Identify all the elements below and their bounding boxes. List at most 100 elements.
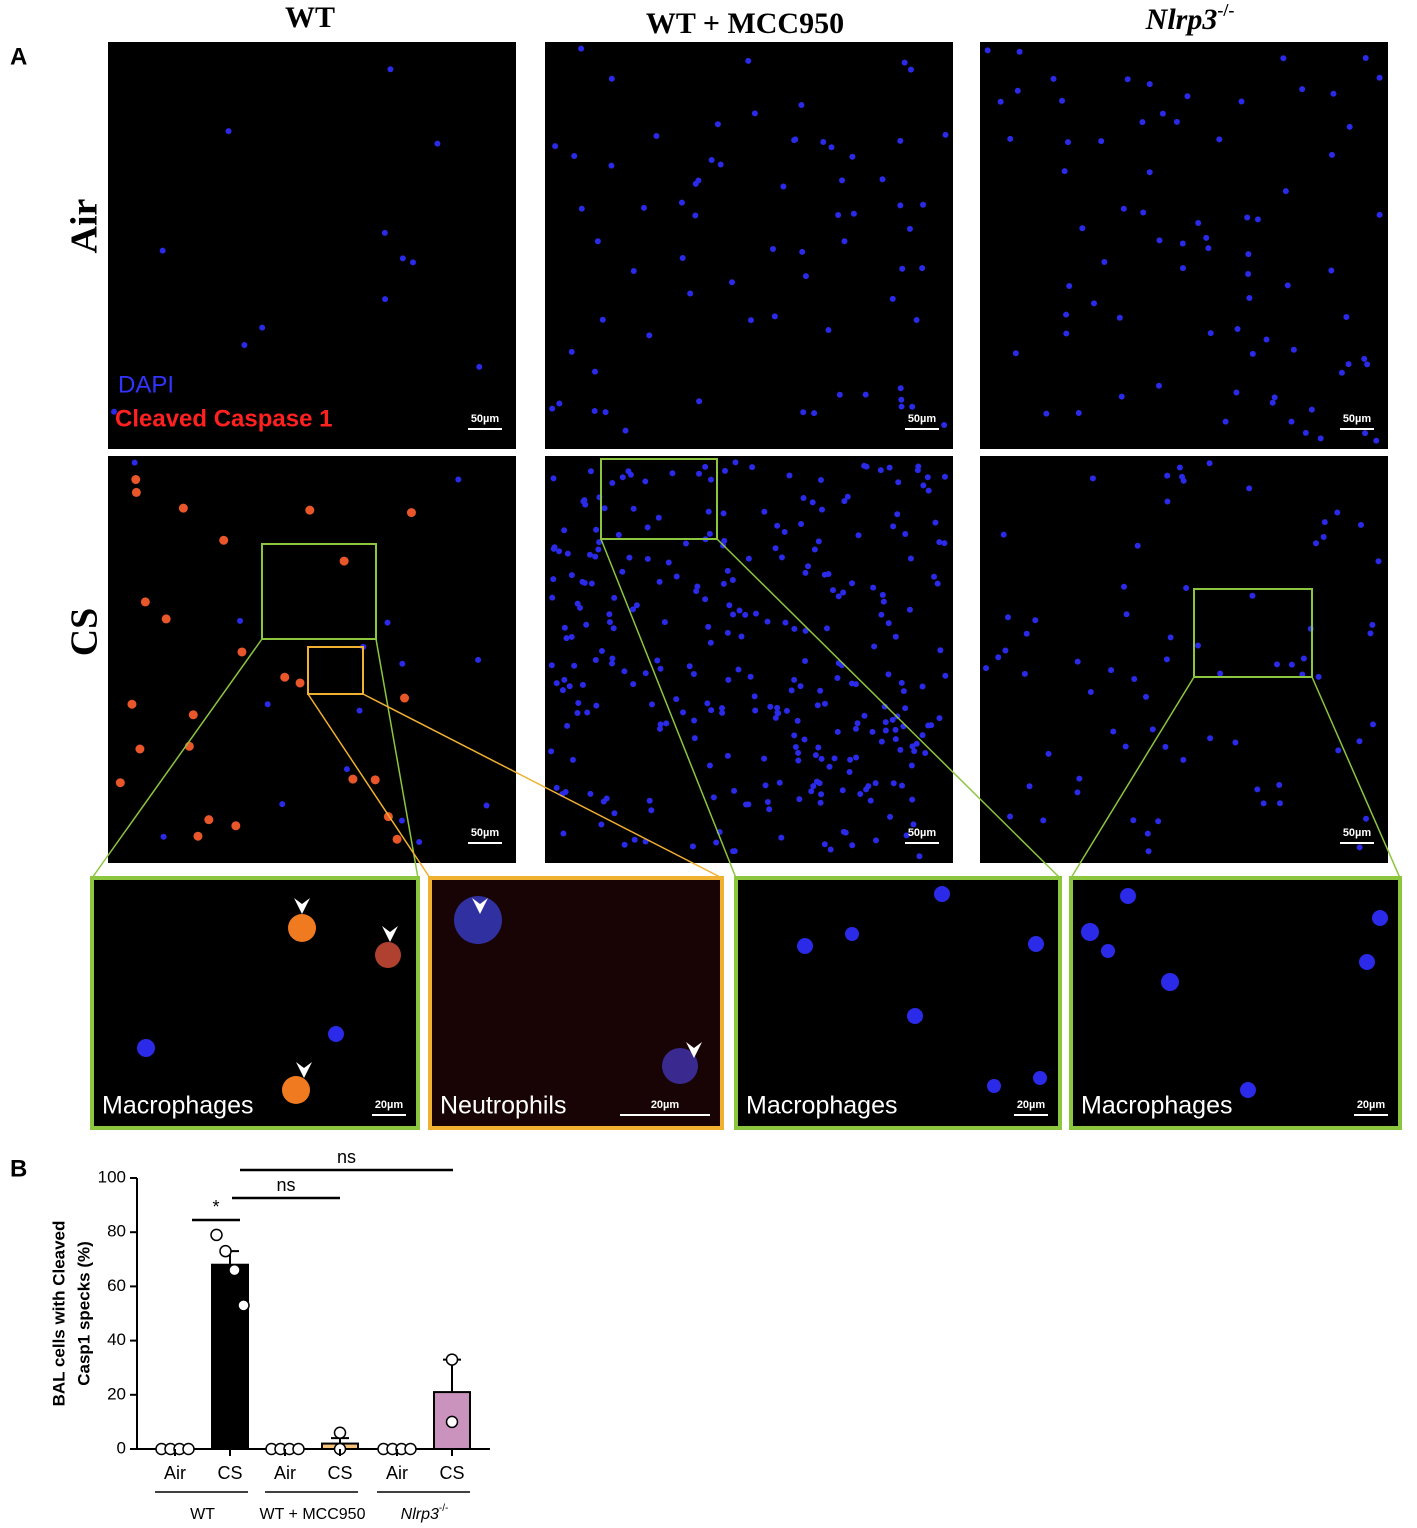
cell	[398, 817, 405, 824]
cell	[1195, 219, 1202, 226]
cell	[593, 526, 600, 533]
cell	[1045, 750, 1052, 757]
cell	[1276, 800, 1283, 807]
cell	[913, 740, 920, 747]
cell	[911, 748, 918, 755]
cell	[370, 775, 380, 785]
cell	[879, 176, 886, 183]
cell	[882, 719, 889, 726]
cell	[942, 672, 949, 679]
cell	[475, 656, 482, 663]
cell	[204, 815, 214, 825]
cell	[392, 834, 402, 844]
cell	[159, 247, 166, 254]
cell	[724, 629, 731, 636]
cell	[574, 600, 581, 607]
cell	[919, 265, 926, 272]
group-label: WT	[190, 1506, 215, 1523]
cell	[751, 693, 758, 700]
cell	[630, 606, 637, 613]
cell	[900, 688, 907, 695]
cell	[694, 583, 701, 590]
cell	[1362, 54, 1369, 61]
cell	[892, 633, 899, 640]
cell	[1155, 818, 1162, 825]
cell	[1074, 789, 1081, 796]
cell	[1369, 621, 1376, 628]
cell	[1338, 369, 1345, 376]
cell	[997, 98, 1004, 105]
cell	[1334, 509, 1341, 516]
cell	[1276, 781, 1283, 788]
cell	[914, 467, 921, 474]
cell	[849, 842, 856, 849]
zoom-box	[600, 458, 718, 540]
cell	[1375, 558, 1382, 565]
cell	[1273, 661, 1280, 668]
cell	[1124, 76, 1131, 83]
cell	[776, 779, 783, 786]
cell	[679, 255, 686, 262]
cell	[795, 757, 802, 764]
cell	[1254, 786, 1261, 793]
cell	[1233, 389, 1240, 396]
cell	[796, 796, 803, 803]
cell	[792, 744, 799, 751]
group-label: Nlrp3-/-	[401, 1503, 449, 1524]
cell	[609, 660, 616, 667]
cell	[598, 648, 605, 655]
cell	[934, 886, 950, 902]
cell	[897, 202, 904, 209]
cell	[745, 555, 752, 562]
cell	[654, 657, 661, 664]
cell	[747, 317, 754, 324]
cell	[1079, 225, 1086, 232]
cell	[849, 580, 856, 587]
cell	[861, 712, 868, 719]
cell	[161, 614, 171, 624]
cell	[1144, 830, 1151, 837]
zoom-box	[261, 543, 377, 640]
cell	[581, 497, 588, 504]
cell	[1065, 139, 1071, 146]
inset	[90, 876, 420, 1130]
cell	[348, 774, 358, 784]
cell	[611, 810, 618, 817]
cell	[984, 47, 991, 54]
cell	[802, 627, 809, 634]
cell	[770, 245, 777, 252]
cell	[800, 494, 807, 501]
y-tick-label: 0	[117, 1438, 126, 1457]
cell	[693, 588, 700, 595]
cell	[892, 736, 899, 743]
cell	[840, 828, 847, 835]
cell	[909, 403, 916, 410]
zoom-line	[362, 693, 723, 879]
cell	[732, 459, 739, 466]
cell	[791, 676, 798, 683]
cell	[1063, 330, 1070, 337]
cell	[831, 755, 838, 762]
inset-label: Macrophages	[102, 1092, 253, 1120]
cell	[885, 671, 892, 678]
cell	[609, 655, 616, 662]
cell	[648, 807, 655, 814]
cell	[704, 700, 711, 707]
cell	[564, 550, 571, 557]
scale-bar-label: 20µm	[1357, 1099, 1386, 1111]
cell	[841, 498, 848, 505]
cell	[1217, 670, 1224, 677]
cell	[553, 680, 560, 687]
cell	[1101, 258, 1108, 265]
cell	[906, 225, 913, 232]
cell	[400, 693, 410, 703]
column-header: WT	[285, 1, 335, 34]
cell	[137, 1039, 155, 1057]
cell	[892, 726, 899, 733]
cell	[995, 654, 1002, 661]
cell	[571, 153, 578, 160]
cell	[339, 556, 349, 566]
scale-bar-label: 50µm	[1343, 827, 1372, 839]
cell	[1234, 326, 1241, 333]
cell	[1007, 813, 1014, 820]
